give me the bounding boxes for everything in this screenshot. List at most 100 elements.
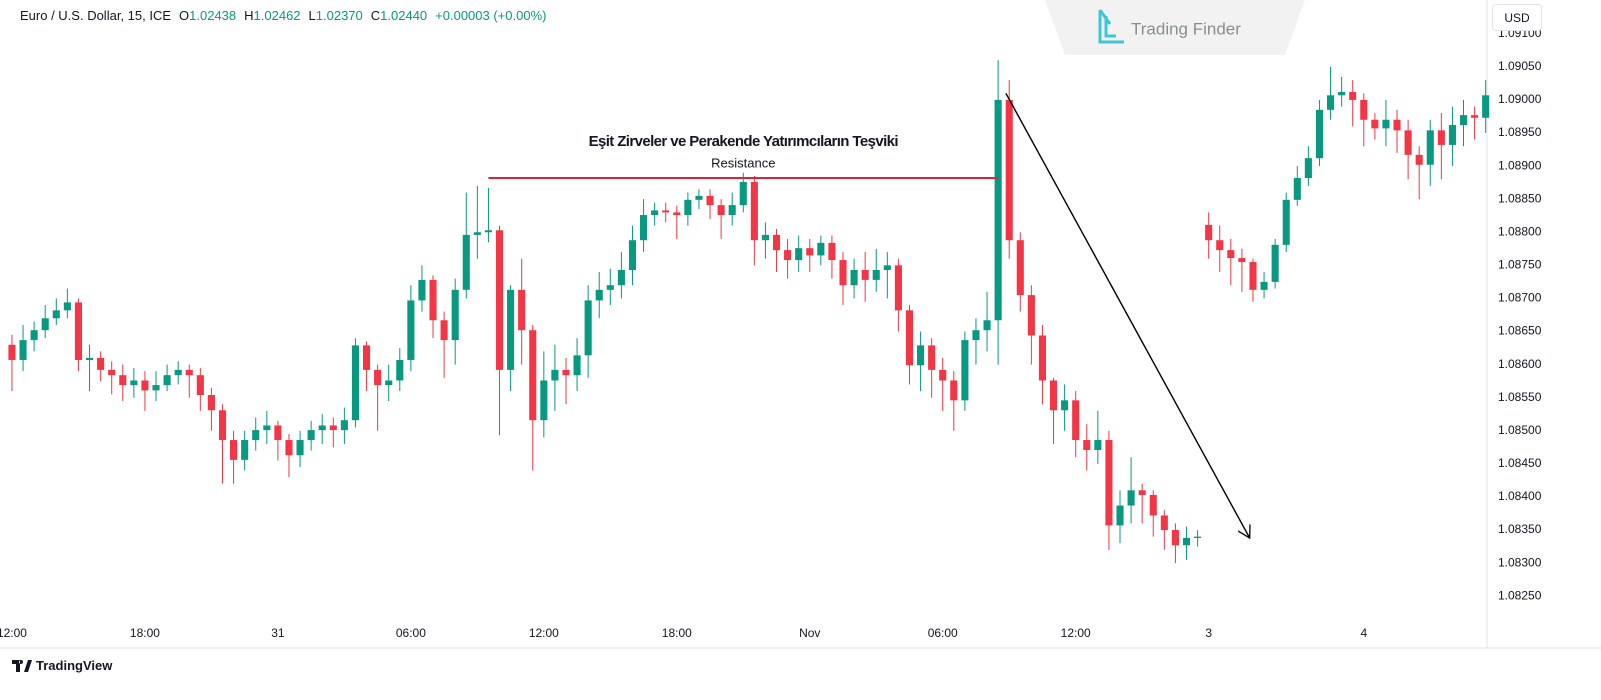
- candle-body: [1094, 440, 1102, 450]
- candle-body: [1304, 158, 1312, 178]
- candle-body: [274, 425, 282, 441]
- candle-body: [130, 380, 138, 386]
- x-tick-label: 3: [1205, 626, 1212, 640]
- tv-icon: [12, 659, 32, 672]
- candle-body: [152, 385, 160, 391]
- candle-body: [1260, 281, 1268, 290]
- candle-body: [1448, 125, 1456, 145]
- candle-body: [174, 369, 182, 376]
- trend-arrow: [1005, 92, 1250, 538]
- candle-body: [617, 269, 625, 286]
- candle-body: [329, 425, 337, 431]
- ohlc-value: 1.02440: [380, 8, 428, 23]
- candle-body: [230, 440, 238, 460]
- x-tick-label: 06:00: [928, 626, 958, 640]
- candle-body: [739, 181, 747, 206]
- candle-body: [108, 369, 116, 376]
- y-tick-label: 1.08600: [1498, 357, 1542, 371]
- candle-body: [772, 234, 781, 251]
- candle-body: [961, 340, 969, 401]
- candle-body: [1061, 400, 1069, 411]
- candle-body: [1349, 91, 1357, 100]
- candle-body: [606, 285, 614, 290]
- candle-body: [1027, 295, 1035, 336]
- x-tick-label: Nov: [799, 626, 820, 640]
- candle-body: [63, 302, 71, 311]
- y-tick-label: 1.08250: [1498, 588, 1542, 602]
- y-tick-label: 1.08900: [1498, 158, 1542, 172]
- candle-body: [1127, 490, 1135, 506]
- candle-body: [1437, 130, 1445, 145]
- candle-body: [551, 369, 559, 381]
- candle-body: [440, 320, 448, 341]
- candle-body: [761, 234, 769, 241]
- candle-body: [163, 375, 171, 386]
- candle-body: [684, 199, 692, 216]
- currency-button[interactable]: USD: [1492, 4, 1542, 31]
- candle-body: [883, 265, 891, 270]
- resistance-label: Resistance: [711, 155, 775, 170]
- candle-body: [1282, 199, 1290, 245]
- candle-body: [1459, 115, 1468, 126]
- candle-body: [1216, 240, 1224, 251]
- candle-body: [318, 425, 326, 431]
- candle-body: [1049, 380, 1058, 411]
- candle-body: [706, 195, 714, 206]
- candle-body: [1138, 490, 1146, 495]
- candle-body: [351, 345, 360, 421]
- candle-body: [983, 320, 991, 331]
- ohlc: L1.02370: [309, 8, 363, 23]
- candle-body: [994, 99, 1002, 321]
- candle-body: [207, 395, 215, 411]
- candle-body: [74, 302, 82, 360]
- y-tick-label: 1.08450: [1498, 456, 1542, 470]
- candle-body: [1005, 99, 1013, 241]
- candle-body: [1160, 515, 1168, 531]
- candle-body: [1415, 154, 1423, 165]
- x-tick-label: 06:00: [396, 626, 426, 640]
- candle-body: [839, 260, 847, 286]
- candle-body: [1227, 250, 1235, 259]
- symbol: Euro / U.S. Dollar, 15, ICE: [20, 8, 172, 23]
- x-tick-label: 18:00: [662, 626, 692, 640]
- y-tick-label: 1.08350: [1498, 522, 1542, 536]
- x-tick-label: 12:00: [529, 626, 559, 640]
- candle-body: [396, 359, 404, 381]
- candle-body: [507, 289, 515, 370]
- candle-body: [1182, 537, 1191, 546]
- candle-body: [1083, 440, 1091, 450]
- candle-body: [296, 440, 304, 456]
- candle-body: [1382, 119, 1390, 129]
- candle-body: [196, 375, 204, 396]
- y-tick-label: 1.08800: [1498, 224, 1542, 238]
- ohlc-label: H: [244, 8, 254, 23]
- candle-body: [784, 250, 792, 261]
- candle-body: [1404, 130, 1412, 155]
- candle-body: [1238, 258, 1246, 263]
- candle-body: [695, 195, 703, 200]
- candle-body: [385, 380, 393, 386]
- ohlc-label: C: [370, 8, 381, 23]
- symbol-header: Euro / U.S. Dollar, 15, ICE O1.02438 H1.…: [20, 8, 546, 23]
- candle-body: [939, 369, 947, 381]
- y-tick-label: 1.08750: [1498, 258, 1542, 272]
- y-tick-label: 1.08400: [1498, 489, 1542, 503]
- candle-body: [1293, 177, 1301, 200]
- candle-body: [1105, 440, 1113, 526]
- candle-body: [285, 440, 293, 456]
- candle-body: [252, 430, 260, 441]
- candle-body: [429, 279, 437, 321]
- candle-body: [462, 234, 470, 290]
- candle-body: [1271, 244, 1279, 282]
- candle-body: [928, 345, 936, 370]
- plot: 1.08250 1.08300 1.08350 1.08400 1.08450 1.085…: [0, 26, 1542, 640]
- ohlc: H1.02462: [244, 8, 300, 23]
- candle-body: [263, 425, 271, 431]
- ohlc: C1.02440: [371, 8, 427, 23]
- candle-body: [407, 300, 415, 360]
- y-tick-label: 1.08550: [1498, 390, 1542, 404]
- candle-body: [362, 345, 371, 370]
- candle-body: [872, 269, 880, 280]
- candle-body: [529, 330, 537, 421]
